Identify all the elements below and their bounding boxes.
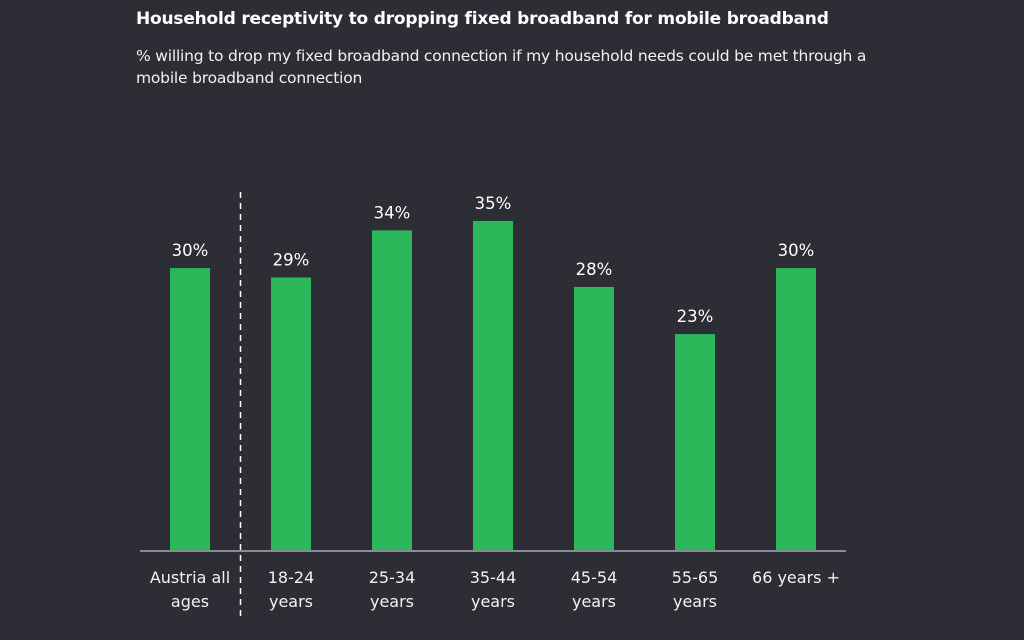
value-label-4: 28% bbox=[576, 260, 613, 279]
value-label-0: 30% bbox=[172, 241, 209, 260]
value-labels-group: 30% 29% 34% 35% 28% 23% 30% bbox=[172, 194, 815, 326]
bar-2 bbox=[372, 230, 412, 551]
bar-1 bbox=[271, 277, 311, 551]
value-label-1: 29% bbox=[273, 251, 310, 270]
bar-4 bbox=[574, 286, 614, 551]
category-label-1: 18-24 years bbox=[268, 568, 315, 611]
category-label-2: 25-34 years bbox=[369, 568, 416, 611]
category-label-5: 55-65 years bbox=[672, 568, 719, 611]
chart-title: Household receptivity to dropping fixed … bbox=[136, 9, 829, 29]
value-label-6: 30% bbox=[778, 241, 815, 260]
bar-3 bbox=[473, 220, 513, 551]
chart-subtitle: % willing to drop my fixed broadband con… bbox=[136, 47, 867, 87]
bars-group bbox=[170, 220, 816, 551]
value-label-3: 35% bbox=[475, 194, 512, 213]
category-label-6: 66 years + bbox=[752, 568, 840, 587]
category-label-3: 35-44 years bbox=[470, 568, 517, 611]
value-label-2: 34% bbox=[374, 203, 411, 222]
category-labels-group: Austria all ages 18-24 years 25-34 years 35-44… bbox=[150, 568, 840, 611]
bar-5 bbox=[675, 334, 715, 551]
category-label-4: 45-54 years bbox=[571, 568, 618, 611]
bar-6 bbox=[776, 268, 816, 551]
bar-0 bbox=[170, 268, 210, 551]
value-label-5: 23% bbox=[677, 307, 714, 326]
category-label-0: Austria all ages bbox=[150, 568, 230, 611]
